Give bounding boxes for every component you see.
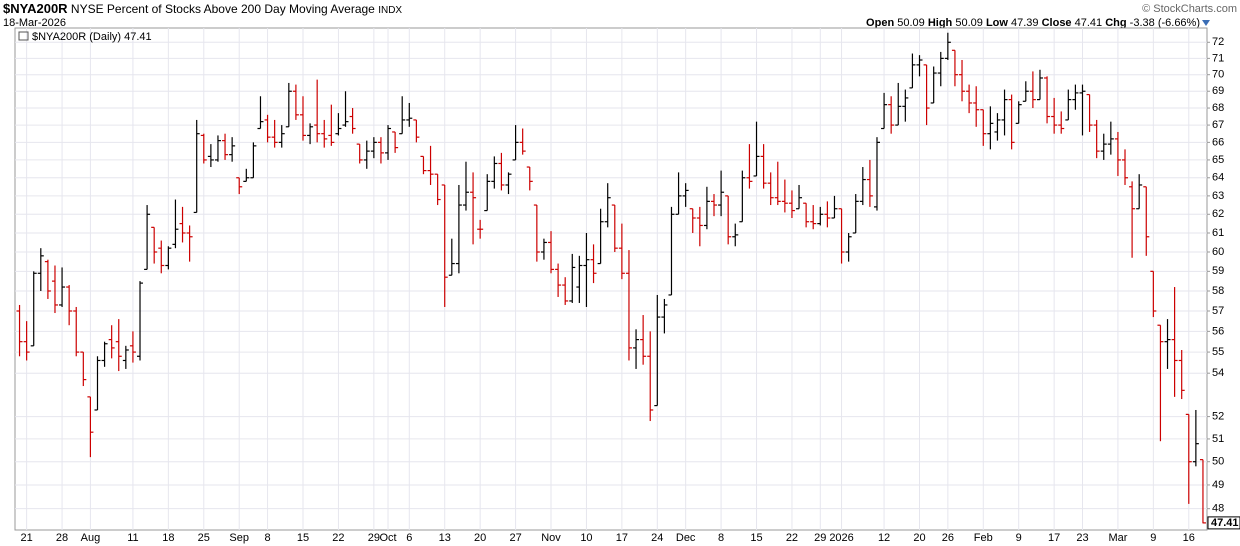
x-tick-label: 13 [439,532,451,544]
y-tick-label: 69 [1212,85,1224,97]
x-tick-label: Oct [379,532,396,544]
price-marker [1207,516,1240,530]
y-tick-label: 52 [1212,411,1224,423]
x-tick-label: 8 [265,532,271,544]
y-tick-label: 64 [1212,172,1224,184]
x-tick-label: 28 [56,532,68,544]
quote-value: 50.09 [897,17,925,29]
y-tick-label: 55 [1212,346,1224,358]
y-tick-label: 68 [1212,102,1224,114]
y-tick-label: 49 [1212,479,1224,491]
y-tick-label: 57 [1212,305,1224,317]
menu-arrow[interactable] [1202,20,1210,26]
x-tick-label: 22 [332,532,344,544]
quote-label: Close [1042,17,1072,29]
y-tick-label: 58 [1212,285,1224,297]
y-tick-label: 51 [1212,433,1224,445]
y-tick-label: 67 [1212,119,1224,131]
price-marker-label: 47.41 [1211,517,1239,529]
quote-value: 50.09 [955,17,983,29]
x-tick-label: 20 [913,532,925,544]
copyright: © StockCharts.com [1142,3,1237,15]
x-tick-label: 20 [474,532,486,544]
x-tick-label: 29 [814,532,826,544]
y-tick-label: 63 [1212,190,1224,202]
x-tick-label: 15 [297,532,309,544]
symbol: $NYA200R [3,1,68,16]
y-tick-label: 56 [1212,325,1224,337]
y-tick-label: 59 [1212,265,1224,277]
x-tick-label: Nov [541,532,561,544]
x-tick-label: 16 [1183,532,1195,544]
legend-label: $NYA200R (Daily) [32,31,121,43]
security-name: NYSE Percent of Stocks Above 200 Day Mov… [71,2,375,16]
date: 18-Mar-2026 [3,17,66,29]
legend-icon [18,31,29,41]
x-tick-label: 15 [750,532,762,544]
x-tick-label: 10 [580,532,592,544]
quote-label: Low [986,17,1008,29]
y-tick-label: 60 [1212,246,1224,258]
quote-label: Chg [1105,17,1126,29]
x-tick-label: 25 [198,532,210,544]
x-tick-label: 17 [616,532,628,544]
header-line: $NYA200R NYSE Percent of Stocks Above 20… [3,1,402,16]
quote-value: 47.39 [1011,17,1039,29]
y-tick-label: 61 [1212,227,1224,239]
x-tick-label: Mar [1108,532,1127,544]
x-tick-label: 29 [368,532,380,544]
y-tick-label: 72 [1212,36,1224,48]
x-tick-label: 21 [21,532,33,544]
quote-label: Open [866,17,894,29]
y-tick-label: 66 [1212,136,1224,148]
x-tick-label: 26 [942,532,954,544]
x-tick-label: 9 [1150,532,1156,544]
x-tick-label: 23 [1076,532,1088,544]
y-tick-label: 65 [1212,154,1224,166]
x-tick-label: 9 [1016,532,1022,544]
x-tick-label: 8 [718,532,724,544]
exchange: INDX [378,5,402,16]
x-tick-label: 27 [509,532,521,544]
x-tick-label: 11 [127,532,138,544]
y-tick-label: 54 [1212,367,1224,379]
x-tick-label: 18 [162,532,174,544]
x-tick-label: Dec [676,532,696,544]
x-tick-label: Feb [974,532,993,544]
x-tick-label: 17 [1048,532,1060,544]
quote-value: 47.41 [1075,17,1103,29]
plot-frame [14,27,1208,531]
x-tick-label: Sep [229,532,249,544]
x-tick-label: 6 [406,532,412,544]
x-tick-label: 2026 [829,532,853,544]
x-tick-label: 22 [786,532,798,544]
quote: Open 50.09 High 50.09 Low 47.39 Close 47… [866,17,1200,29]
y-tick-label: 70 [1212,69,1224,81]
y-tick-label: 48 [1212,503,1224,515]
y-tick-label: 50 [1212,456,1224,468]
quote-change: -3.38 [1130,17,1155,29]
quote-change-pct: (-6.66%) [1158,17,1200,29]
legend-value: 47.41 [124,31,152,43]
x-tick-label: 24 [651,532,663,544]
x-tick-label: 12 [878,532,890,544]
x-tick-label: Aug [81,532,101,544]
legend: $NYA200R (Daily) 47.41 [32,31,152,43]
y-tick-label: 71 [1212,52,1224,64]
quote-label: High [928,17,953,29]
y-tick-label: 62 [1212,208,1224,220]
